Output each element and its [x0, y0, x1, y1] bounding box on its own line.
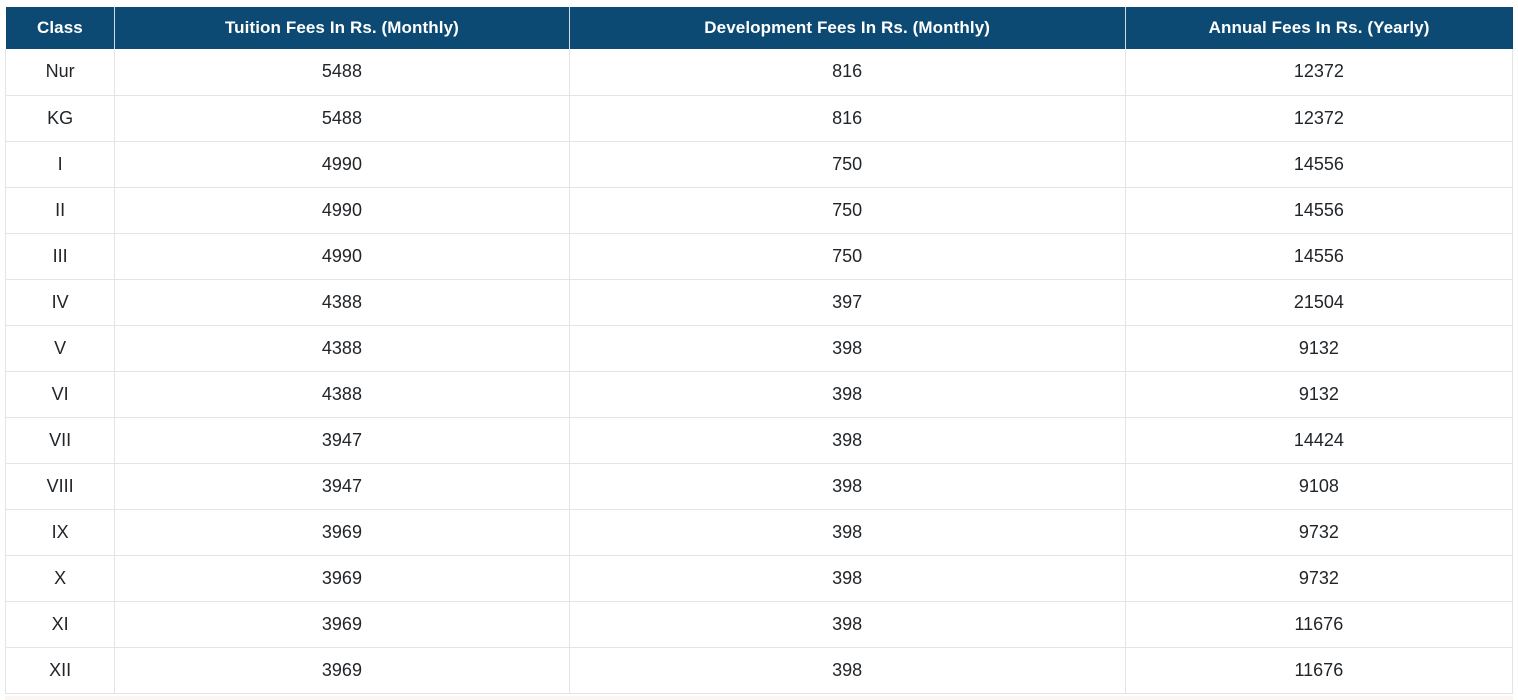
cell-tuition: 3947: [114, 463, 570, 510]
cell-class: VII: [4, 417, 116, 464]
cell-class: II: [4, 187, 116, 234]
cell-class: IV: [4, 279, 116, 326]
table-row: IV 4388 397 21504: [4, 279, 1514, 326]
cell-development: 816: [568, 95, 1126, 142]
cell-tuition: 3969: [114, 601, 570, 648]
table-row: X 3969 398 9732: [4, 555, 1514, 602]
cell-class: KG: [4, 95, 116, 142]
table-row: I 4990 750 14556: [4, 141, 1514, 188]
cell-development: 816: [568, 49, 1126, 96]
next-section-edge: [5, 695, 1513, 700]
header-cell-annual: Annual Fees In Rs. (Yearly): [1125, 7, 1513, 49]
cell-tuition: 4990: [114, 233, 570, 280]
fees-table: Class Tuition Fees In Rs. (Monthly) Deve…: [4, 7, 1514, 694]
cell-development: 398: [568, 555, 1126, 602]
cell-class: XI: [4, 601, 116, 648]
cell-tuition: 4388: [114, 279, 570, 326]
cell-tuition: 5488: [114, 95, 570, 142]
table-body: Nur 5488 816 12372 KG 5488 816 12372 I 4990 750 145…: [4, 49, 1514, 694]
cell-annual: 14424: [1124, 417, 1514, 464]
cell-development: 398: [568, 463, 1126, 510]
cell-development: 398: [568, 325, 1126, 372]
header-row: Class Tuition Fees In Rs. (Monthly) Deve…: [5, 7, 1513, 49]
cell-annual: 14556: [1124, 141, 1514, 188]
cell-annual: 9732: [1124, 555, 1514, 602]
cell-tuition: 4990: [114, 187, 570, 234]
cell-annual: 21504: [1124, 279, 1514, 326]
cell-class: IX: [4, 509, 116, 556]
cell-development: 750: [568, 187, 1126, 234]
cell-annual: 9132: [1124, 325, 1514, 372]
cell-annual: 11676: [1124, 647, 1514, 694]
table-row: VII 3947 398 14424: [4, 417, 1514, 464]
cell-annual: 11676: [1124, 601, 1514, 648]
cell-class: V: [4, 325, 116, 372]
table-row: XI 3969 398 11676: [4, 601, 1514, 648]
cell-class: XII: [4, 647, 116, 694]
table-row: III 4990 750 14556: [4, 233, 1514, 280]
table-row: V 4388 398 9132: [4, 325, 1514, 372]
cell-annual: 9108: [1124, 463, 1514, 510]
header-cell-class: Class: [5, 7, 116, 49]
cell-class: VIII: [4, 463, 116, 510]
cell-tuition: 4388: [114, 325, 570, 372]
cell-development: 398: [568, 601, 1126, 648]
table-row: II 4990 750 14556: [4, 187, 1514, 234]
table-header: Class Tuition Fees In Rs. (Monthly) Deve…: [5, 7, 1513, 49]
cell-development: 398: [568, 417, 1126, 464]
cell-development: 398: [568, 647, 1126, 694]
cell-tuition: 4990: [114, 141, 570, 188]
table-row: KG 5488 816 12372: [4, 95, 1514, 142]
cell-development: 750: [568, 233, 1126, 280]
cell-annual: 12372: [1124, 95, 1514, 142]
header-cell-development: Development Fees In Rs. (Monthly): [569, 7, 1126, 49]
cell-class: X: [4, 555, 116, 602]
cell-tuition: 4388: [114, 371, 570, 418]
cell-tuition: 3969: [114, 647, 570, 694]
table-row: VI 4388 398 9132: [4, 371, 1514, 418]
cell-class: I: [4, 141, 116, 188]
cell-tuition: 3947: [114, 417, 570, 464]
table-row: XII 3969 398 11676: [4, 647, 1514, 694]
table-row: IX 3969 398 9732: [4, 509, 1514, 556]
cell-annual: 14556: [1124, 187, 1514, 234]
cell-tuition: 3969: [114, 509, 570, 556]
cell-tuition: 3969: [114, 555, 570, 602]
header-cell-tuition: Tuition Fees In Rs. (Monthly): [114, 7, 570, 49]
cell-development: 397: [568, 279, 1126, 326]
cell-annual: 9732: [1124, 509, 1514, 556]
cell-development: 750: [568, 141, 1126, 188]
cell-class: VI: [4, 371, 116, 418]
cell-annual: 14556: [1124, 233, 1514, 280]
cell-class: III: [4, 233, 116, 280]
cell-annual: 9132: [1124, 371, 1514, 418]
cell-development: 398: [568, 509, 1126, 556]
cell-class: Nur: [4, 49, 116, 96]
table-row: Nur 5488 816 12372: [4, 49, 1514, 96]
cell-annual: 12372: [1124, 49, 1514, 96]
table-row: VIII 3947 398 9108: [4, 463, 1514, 510]
cell-tuition: 5488: [114, 49, 570, 96]
cell-development: 398: [568, 371, 1126, 418]
